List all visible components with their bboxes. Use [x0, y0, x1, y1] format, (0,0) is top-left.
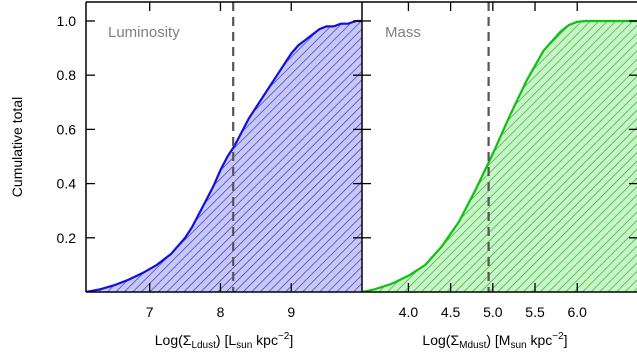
y-axis-label: Cumulative total: [9, 97, 25, 197]
mass-x-tick-label: 4.5: [441, 304, 461, 320]
mass-xlabel-sup: −2: [552, 331, 564, 342]
mass-xlabel-sub2: sun: [510, 340, 526, 351]
mass-cumulative-area: [362, 20, 637, 292]
luminosity-y-tick-label: 0.2: [57, 230, 77, 246]
luminosity-x-tick-label: 8: [217, 304, 225, 320]
mass-xlabel-sub: Mdust: [459, 340, 486, 351]
mass-x-tick-label: 6.0: [567, 304, 587, 320]
mass-x-tick-label: 5.5: [525, 304, 545, 320]
luminosity-x-tick-label: 9: [287, 304, 295, 320]
luminosity-xlabel-mid2: kpc: [252, 332, 278, 348]
luminosity-panel-label: Luminosity: [108, 24, 180, 41]
luminosity-xlabel-sup: −2: [278, 331, 290, 342]
luminosity-cumulative-area: [86, 20, 362, 292]
mass-xlabel-main: Log(Σ: [422, 332, 459, 348]
luminosity-xlabel-end: ]: [289, 332, 293, 348]
luminosity-xlabel-sub: Ldust: [191, 340, 216, 351]
mass-xlabel-mid: ) [M: [486, 332, 510, 348]
mass-cumulative-line: [362, 19, 637, 292]
mass-x-tick-label: 4.0: [399, 304, 419, 320]
mass-x-axis-label: Log(ΣMdust) [Msun kpc−2]: [422, 331, 567, 351]
mass-panel-label: Mass: [385, 24, 421, 41]
luminosity-xlabel-sub2: sun: [236, 340, 252, 351]
mass-panel: Mass 4.0 4.5 5.0 5.5 6.0 Log(ΣMdust) [Msun k…: [362, 2, 637, 351]
luminosity-cumulative-line: [86, 19, 362, 292]
mass-xlabel-mid2: kpc: [527, 332, 553, 348]
luminosity-xlabel-main: Log(Σ: [155, 332, 192, 348]
luminosity-x-axis-label: Log(ΣLdust) [Lsun kpc−2]: [155, 331, 294, 351]
luminosity-ticks: 7 8 9 0.2 0.4 0.6 0.8 1.0: [57, 2, 362, 320]
luminosity-y-tick-label: 1.0: [57, 13, 77, 29]
mass-x-tick-label: 5.0: [483, 304, 503, 320]
luminosity-y-tick-label: 0.6: [57, 121, 77, 137]
luminosity-y-tick-label: 0.8: [57, 67, 77, 83]
luminosity-y-tick-label: 0.4: [57, 176, 77, 192]
mass-ticks: 4.0 4.5 5.0 5.5 6.0: [362, 2, 637, 320]
luminosity-panel: Luminosity 7 8 9 0.2 0.4 0.6 0.8 1.0 Log(ΣLdust…: [57, 2, 362, 351]
luminosity-xlabel-mid: ) [L: [216, 332, 236, 348]
luminosity-x-tick-label: 7: [146, 304, 154, 320]
mass-xlabel-end: ]: [564, 332, 568, 348]
